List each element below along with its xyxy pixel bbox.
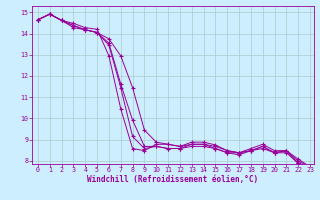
X-axis label: Windchill (Refroidissement éolien,°C): Windchill (Refroidissement éolien,°C) — [87, 175, 258, 184]
